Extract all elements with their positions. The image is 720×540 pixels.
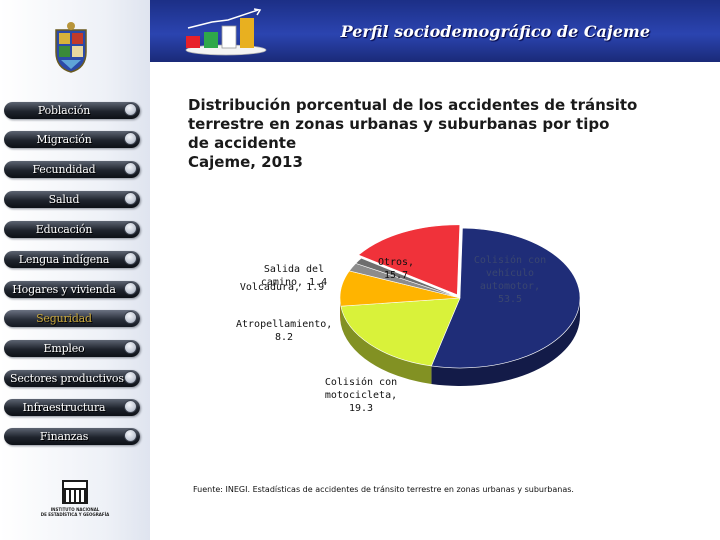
sidebar-item-poblacion[interactable]: Población: [4, 102, 140, 119]
chart-title-line: Distribución porcentual de los accidente…: [188, 96, 638, 114]
slice-salida-camino: [355, 257, 461, 299]
sidebar-item-label: Sectores productivos: [10, 372, 124, 385]
slice-vehiculo: [430, 227, 581, 369]
sidebar-item-label: Seguridad: [36, 312, 92, 325]
sidebar-item-label: Educación: [35, 223, 93, 236]
sidebar-item-hogares-vivienda[interactable]: Hogares y vivienda: [4, 281, 140, 298]
sidebar-item-label: Población: [37, 104, 91, 117]
sidebar-item-label: Empleo: [43, 342, 85, 355]
slice-motocicleta-side: [340, 306, 432, 384]
sidebar-item-salud[interactable]: Salud: [4, 191, 140, 208]
slice-label-motocicleta: Colisión con motocicleta, 19.3: [324, 377, 398, 414]
slice-label-atropellamiento: Atropellamiento, 8.2: [236, 319, 333, 343]
knob-icon: [124, 400, 137, 413]
bar-chart-logo-icon: [185, 8, 267, 56]
chart-title-line: terrestre en zonas urbanas y suburbanas …: [188, 115, 610, 133]
slice-label-otros: Otros, 15.7: [377, 257, 415, 281]
inegi-name-text: INSTITUTO NACIONAL DE ESTADÍSTICA Y GEOG…: [40, 507, 110, 517]
sidebar-item-label: Salud: [48, 193, 80, 206]
knob-icon: [124, 103, 137, 116]
sidebar-item-empleo[interactable]: Empleo: [4, 340, 140, 357]
sidebar-item-label: Fecundidad: [32, 163, 96, 176]
sidebar-item-sectores-productivos[interactable]: Sectores productivos: [4, 370, 140, 387]
knob-icon: [124, 429, 137, 442]
knob-icon: [124, 371, 137, 384]
chart-title-line: de accidente: [188, 134, 297, 152]
knob-icon: [124, 252, 137, 265]
sidebar-item-educacion[interactable]: Educación: [4, 221, 140, 238]
sidebar-item-fecundidad[interactable]: Fecundidad: [4, 161, 140, 178]
slice-atropellamiento-side: [340, 298, 341, 325]
chart-title: Distribución porcentual de los accidente…: [188, 96, 658, 172]
chart-title-line: Cajeme, 2013: [188, 153, 303, 171]
sidebar-item-finanzas[interactable]: Finanzas: [4, 428, 140, 445]
sidebar-item-label: Finanzas: [39, 430, 89, 443]
sidebar: Población Migración Fecundidad Salud Edu…: [0, 0, 150, 540]
knob-icon: [124, 132, 137, 145]
sidebar-item-infraestructura[interactable]: Infraestructura: [4, 399, 140, 416]
sidebar-item-label: Hogares y vivienda: [12, 283, 116, 296]
sidebar-item-lengua-indigena[interactable]: Lengua indígena: [4, 251, 140, 268]
slice-otros: [358, 224, 461, 296]
sidebar-item-seguridad[interactable]: Seguridad: [4, 310, 140, 327]
slice-motocicleta: [340, 297, 461, 367]
slice-label-salida-camino: Salida del camino, 1.4: [260, 264, 328, 288]
sidebar-item-label: Lengua indígena: [18, 253, 110, 266]
knob-icon: [124, 311, 137, 324]
knob-icon: [124, 282, 137, 295]
inegi-logo-icon: [62, 480, 88, 504]
knob-icon: [124, 192, 137, 205]
knob-icon: [124, 162, 137, 175]
knob-icon: [124, 222, 137, 235]
sidebar-item-migracion[interactable]: Migración: [4, 131, 140, 148]
knob-icon: [124, 341, 137, 354]
sidebar-item-label: Migración: [36, 133, 92, 146]
page-header-title: Perfil sociodemográfico de Cajeme: [340, 22, 650, 41]
slice-label-volcadura: Volcadura, 1.9: [239, 282, 325, 293]
source-note: Fuente: INEGI. Estadísticas de accidente…: [193, 485, 574, 494]
sidebar-item-label: Infraestructura: [22, 401, 106, 414]
slice-vehiculo-side: [431, 298, 580, 386]
slice-label-vehiculo: Colisión con vehículo automotor, 53.5: [473, 255, 547, 305]
state-emblem-icon: [55, 22, 87, 73]
